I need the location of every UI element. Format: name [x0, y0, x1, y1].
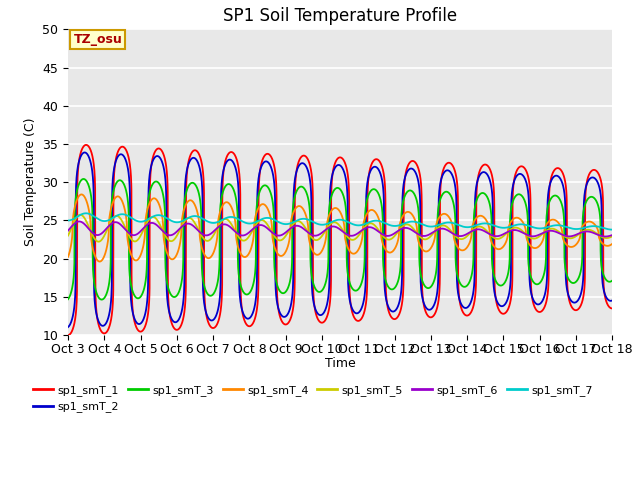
sp1_smT_1 [394, 315, 401, 321]
sp1_smT_3 [609, 278, 616, 284]
sp1_smT_1 [64, 332, 72, 338]
sp1_smT_2 [216, 290, 224, 296]
sp1_smT_5 [403, 221, 411, 227]
Y-axis label: Soil Temperature (C): Soil Temperature (C) [24, 118, 36, 247]
sp1_smT_7 [557, 223, 564, 228]
sp1_smT_7 [609, 227, 616, 232]
sp1_smT_3 [608, 278, 616, 284]
sp1_smT_2 [81, 150, 88, 156]
sp1_smT_7 [181, 217, 189, 223]
sp1_smT_1 [82, 142, 90, 148]
sp1_smT_5 [557, 230, 564, 236]
sp1_smT_2 [394, 305, 401, 311]
sp1_smT_1 [403, 166, 411, 172]
sp1_smT_5 [216, 220, 224, 226]
sp1_smT_1 [216, 311, 224, 316]
sp1_smT_7 [216, 218, 224, 224]
sp1_smT_3 [181, 196, 189, 202]
sp1_smT_1 [609, 306, 616, 312]
sp1_smT_7 [403, 220, 411, 226]
Title: SP1 Soil Temperature Profile: SP1 Soil Temperature Profile [223, 7, 457, 25]
sp1_smT_5 [64, 233, 72, 239]
Line: sp1_smT_6: sp1_smT_6 [68, 221, 612, 237]
sp1_smT_3 [394, 280, 401, 286]
sp1_smT_6 [557, 231, 564, 237]
sp1_smT_7 [608, 227, 616, 232]
sp1_smT_1 [557, 167, 564, 173]
Line: sp1_smT_4: sp1_smT_4 [68, 194, 612, 262]
Line: sp1_smT_2: sp1_smT_2 [68, 153, 612, 327]
sp1_smT_2 [557, 177, 564, 182]
sp1_smT_6 [608, 232, 616, 238]
sp1_smT_5 [609, 233, 616, 239]
sp1_smT_6 [394, 228, 401, 234]
sp1_smT_3 [403, 190, 411, 195]
sp1_smT_4 [216, 208, 224, 214]
sp1_smT_2 [403, 170, 411, 176]
Text: TZ_osu: TZ_osu [74, 33, 122, 46]
sp1_smT_4 [609, 241, 616, 247]
sp1_smT_4 [64, 254, 72, 260]
sp1_smT_2 [181, 190, 189, 195]
sp1_smT_5 [181, 218, 189, 224]
Line: sp1_smT_1: sp1_smT_1 [68, 145, 612, 335]
sp1_smT_4 [181, 204, 189, 210]
sp1_smT_6 [64, 228, 72, 233]
sp1_smT_7 [394, 223, 401, 228]
sp1_smT_2 [609, 298, 616, 303]
sp1_smT_1 [608, 306, 616, 312]
sp1_smT_6 [403, 225, 411, 231]
sp1_smT_2 [64, 324, 72, 330]
Line: sp1_smT_3: sp1_smT_3 [68, 179, 612, 300]
sp1_smT_4 [96, 259, 104, 264]
sp1_smT_7 [64, 217, 72, 223]
X-axis label: Time: Time [324, 357, 356, 370]
sp1_smT_1 [181, 306, 189, 312]
sp1_smT_5 [394, 229, 401, 235]
sp1_smT_5 [95, 239, 102, 244]
Line: sp1_smT_5: sp1_smT_5 [68, 215, 612, 241]
sp1_smT_6 [181, 222, 189, 228]
sp1_smT_4 [403, 209, 411, 215]
sp1_smT_4 [608, 241, 616, 247]
sp1_smT_4 [77, 192, 85, 197]
sp1_smT_6 [76, 218, 83, 224]
sp1_smT_3 [216, 204, 224, 210]
sp1_smT_4 [557, 224, 564, 230]
sp1_smT_7 [82, 210, 90, 216]
sp1_smT_6 [602, 234, 609, 240]
sp1_smT_3 [64, 296, 72, 302]
sp1_smT_3 [557, 199, 564, 204]
sp1_smT_3 [79, 176, 87, 182]
sp1_smT_6 [609, 232, 616, 238]
sp1_smT_5 [608, 233, 616, 239]
Line: sp1_smT_7: sp1_smT_7 [68, 213, 612, 229]
sp1_smT_5 [76, 212, 84, 217]
sp1_smT_6 [216, 223, 224, 228]
sp1_smT_3 [98, 297, 106, 302]
Legend: sp1_smT_1, sp1_smT_2, sp1_smT_3, sp1_smT_4, sp1_smT_5, sp1_smT_6, sp1_smT_7: sp1_smT_1, sp1_smT_2, sp1_smT_3, sp1_smT… [29, 381, 597, 417]
sp1_smT_4 [394, 240, 401, 246]
sp1_smT_2 [608, 298, 616, 303]
